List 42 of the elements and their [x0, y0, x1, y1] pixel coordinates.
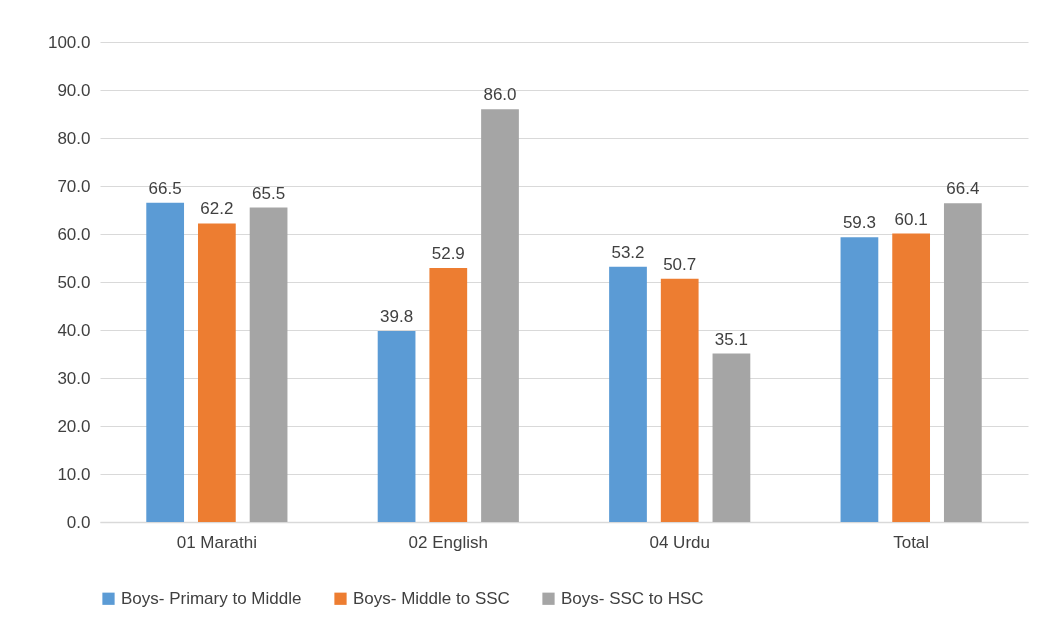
- bar: [429, 268, 468, 522]
- y-tick-label: 70.0: [57, 176, 91, 196]
- y-tick-label: 100.0: [47, 32, 91, 52]
- bar: [609, 266, 647, 522]
- data-label: 65.5: [252, 183, 286, 203]
- data-label: 35.1: [714, 329, 748, 349]
- y-tick-label: 80.0: [57, 128, 91, 148]
- y-tick-label: 10.0: [57, 464, 91, 484]
- bar: [840, 237, 879, 522]
- x-tick-label: 04 Urdu: [649, 532, 710, 552]
- bar: [892, 233, 931, 522]
- bar: [146, 202, 185, 522]
- data-label: 60.1: [894, 209, 928, 229]
- legend-label: Boys- Middle to SSC: [353, 588, 510, 608]
- y-tick-label: 20.0: [57, 416, 91, 436]
- x-tick-label: Total: [893, 532, 930, 552]
- y-tick-label: 30.0: [57, 368, 91, 388]
- data-label: 39.8: [380, 306, 414, 326]
- y-tick-label: 40.0: [57, 320, 91, 340]
- data-label: 86.0: [483, 85, 517, 105]
- data-label: 66.4: [946, 179, 980, 199]
- legend-label: Boys- Primary to Middle: [121, 588, 302, 608]
- bar: [712, 353, 751, 522]
- legend-label: Boys- SSC to HSC: [561, 588, 704, 608]
- y-tick-label: 90.0: [57, 80, 91, 100]
- y-tick-label: 0.0: [66, 512, 91, 532]
- bar: [481, 109, 519, 522]
- data-label: 50.7: [663, 254, 697, 274]
- data-label: 52.9: [431, 244, 465, 264]
- data-label: 59.3: [842, 213, 876, 233]
- bar: [249, 207, 288, 522]
- data-label: 66.5: [148, 178, 182, 198]
- bar: [660, 278, 699, 522]
- x-tick-label: 01 Marathi: [176, 532, 258, 552]
- bar: [377, 330, 416, 522]
- x-tick-label: 02 English: [408, 532, 488, 552]
- y-tick-label: 50.0: [57, 272, 91, 292]
- bar: [943, 203, 982, 522]
- y-tick-label: 60.0: [57, 224, 91, 244]
- bar: [197, 223, 236, 522]
- data-label: 62.2: [200, 199, 234, 219]
- data-label: 53.2: [611, 242, 645, 262]
